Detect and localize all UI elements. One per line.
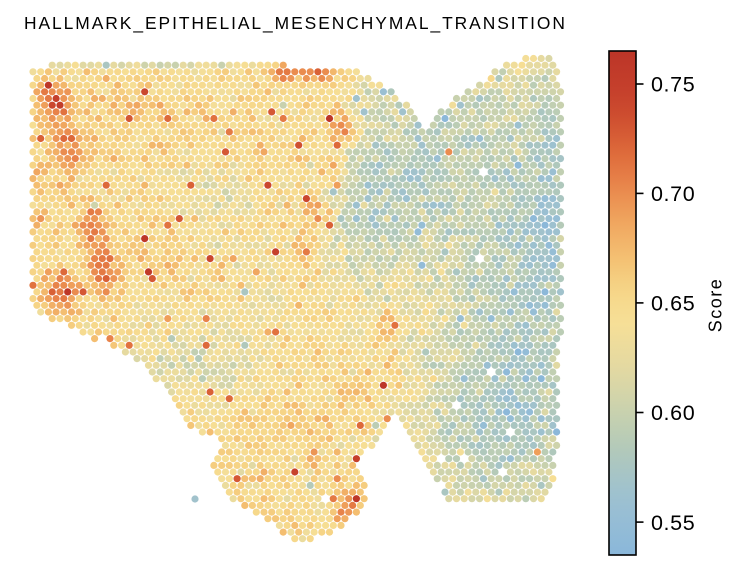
svg-text:0.75: 0.75 xyxy=(651,73,695,97)
svg-text:0.55: 0.55 xyxy=(651,511,695,535)
svg-text:HALLMARK_EPITHELIAL_MESENCHYMA: HALLMARK_EPITHELIAL_MESENCHYMAL_TRANSITI… xyxy=(24,13,567,33)
svg-text:0.60: 0.60 xyxy=(651,401,695,425)
svg-text:Score: Score xyxy=(706,278,726,333)
svg-text:0.65: 0.65 xyxy=(651,292,695,316)
svg-text:0.70: 0.70 xyxy=(651,182,695,206)
